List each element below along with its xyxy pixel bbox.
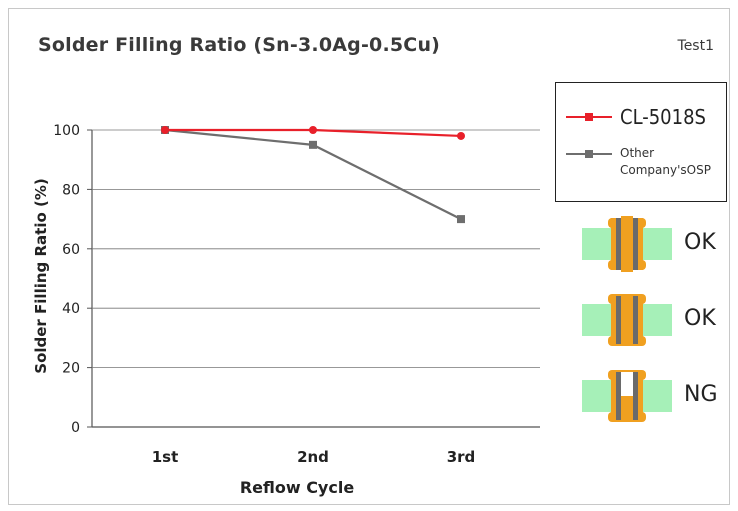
series-group bbox=[161, 126, 465, 224]
data-point bbox=[161, 126, 169, 134]
result-label-1: OK bbox=[684, 230, 716, 255]
y-axis-label: Solder Filling Ratio (%) bbox=[32, 178, 50, 373]
legend-label-other: Other Company'sOSP bbox=[620, 146, 711, 177]
x-tick-label: 3rd bbox=[447, 448, 476, 466]
data-point bbox=[457, 131, 465, 140]
y-tick-label: 20 bbox=[62, 361, 80, 377]
y-tick-label: 0 bbox=[71, 420, 80, 436]
data-point bbox=[309, 140, 317, 149]
y-tick-label: 80 bbox=[62, 182, 80, 198]
y-tick-labels: 0 20 40 60 80 100 bbox=[53, 123, 80, 436]
legend-swatch-gray bbox=[566, 150, 612, 158]
result-label-3: NG bbox=[684, 382, 718, 407]
x-tick-label: 1st bbox=[152, 448, 179, 466]
y-tick-label: 40 bbox=[62, 301, 80, 317]
through-hole-icon-3 bbox=[582, 370, 672, 422]
y-tick-label: 100 bbox=[53, 123, 80, 139]
legend-label-cl5018s: CL-5018S bbox=[620, 105, 706, 129]
x-tick-labels: 1st 2nd 3rd bbox=[152, 448, 476, 466]
test-tag: Test1 bbox=[677, 38, 714, 54]
result-label-2: OK bbox=[684, 306, 716, 331]
through-hole-icon-2 bbox=[582, 294, 672, 346]
data-point bbox=[309, 126, 317, 134]
grid bbox=[87, 129, 540, 428]
legend-entry-other: Other Company'sOSP bbox=[566, 146, 730, 179]
x-tick-label: 2nd bbox=[297, 448, 329, 466]
through-hole-icon-1 bbox=[582, 216, 672, 272]
chart-title: Solder Filling Ratio (Sn-3.0Ag-0.5Cu) bbox=[38, 34, 441, 56]
legend-entry-cl5018s: CL-5018S bbox=[566, 105, 706, 129]
legend: CL-5018S Other Company'sOSP bbox=[555, 82, 727, 202]
legend-swatch-red bbox=[566, 113, 612, 121]
x-axis-label: Reflow Cycle bbox=[240, 478, 355, 497]
data-point bbox=[457, 215, 465, 224]
y-tick-label: 60 bbox=[62, 242, 80, 258]
